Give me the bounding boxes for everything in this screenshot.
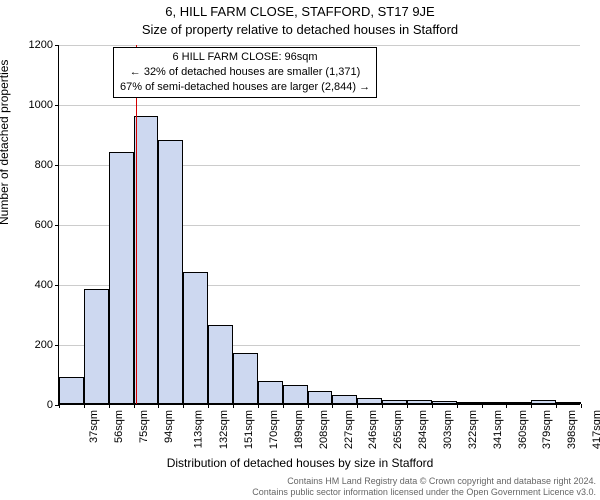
x-tick-label: 208sqm — [318, 410, 330, 449]
x-tick-mark — [482, 404, 483, 408]
y-tick-mark — [55, 165, 59, 166]
x-tick-label: 246sqm — [368, 410, 380, 449]
x-tick-label: 37sqm — [88, 410, 100, 443]
histogram-bar — [506, 402, 531, 404]
x-tick-mark — [233, 404, 234, 408]
y-tick-label: 600 — [19, 219, 59, 231]
x-tick-mark — [59, 404, 60, 408]
attribution-footer: Contains HM Land Registry data © Crown c… — [252, 476, 596, 498]
x-tick-label: 341sqm — [492, 410, 504, 449]
x-tick-label: 113sqm — [193, 410, 205, 448]
x-tick-label: 56sqm — [113, 410, 125, 443]
x-tick-label: 151sqm — [243, 410, 255, 449]
marker-line — [136, 45, 137, 404]
y-tick-label: 0 — [19, 399, 59, 411]
x-tick-label: 417sqm — [591, 410, 600, 449]
x-tick-mark — [506, 404, 507, 408]
histogram-bar — [432, 401, 457, 404]
x-tick-label: 379sqm — [542, 410, 554, 449]
x-tick-label: 360sqm — [517, 410, 529, 449]
y-axis-label: Number of detached properties — [0, 60, 11, 225]
info-line-2: ← 32% of detached houses are smaller (1,… — [120, 65, 370, 80]
x-tick-label: 189sqm — [293, 410, 305, 449]
y-tick-mark — [55, 225, 59, 226]
histogram-bar — [482, 402, 507, 404]
histogram-bar — [457, 402, 482, 404]
histogram-bar — [208, 325, 233, 405]
x-tick-mark — [556, 404, 557, 408]
y-tick-mark — [55, 345, 59, 346]
y-tick-label: 200 — [19, 339, 59, 351]
footer-line-2: Contains public sector information licen… — [252, 487, 596, 498]
info-box: 6 HILL FARM CLOSE: 96sqm ← 32% of detach… — [113, 47, 377, 98]
x-tick-label: 284sqm — [417, 410, 429, 449]
x-tick-mark — [134, 404, 135, 408]
histogram-bar — [407, 400, 432, 404]
histogram-bar — [357, 398, 382, 404]
x-tick-label: 398sqm — [566, 410, 578, 449]
plot-area: 6 HILL FARM CLOSE: 96sqm ← 32% of detach… — [58, 45, 580, 405]
x-tick-mark — [332, 404, 333, 408]
y-tick-mark — [55, 105, 59, 106]
histogram-bar — [134, 116, 159, 404]
x-tick-mark — [357, 404, 358, 408]
chart-subtitle: Size of property relative to detached ho… — [0, 22, 600, 37]
x-tick-mark — [581, 404, 582, 408]
histogram-bar — [531, 400, 556, 404]
chart-title: 6, HILL FARM CLOSE, STAFFORD, ST17 9JE — [0, 4, 600, 19]
x-tick-mark — [531, 404, 532, 408]
x-tick-label: 265sqm — [392, 410, 404, 449]
histogram-bar — [59, 377, 84, 404]
histogram-bar — [258, 381, 283, 404]
x-tick-label: 75sqm — [138, 410, 150, 443]
x-tick-label: 132sqm — [218, 410, 230, 449]
x-tick-mark — [308, 404, 309, 408]
info-line-3: 67% of semi-detached houses are larger (… — [120, 80, 370, 95]
y-tick-label: 1000 — [19, 99, 59, 111]
x-tick-mark — [109, 404, 110, 408]
histogram-bar — [158, 140, 183, 404]
x-tick-label: 303sqm — [442, 410, 454, 449]
y-tick-mark — [55, 45, 59, 46]
x-tick-label: 170sqm — [268, 410, 280, 449]
histogram-bar — [84, 289, 109, 405]
info-line-1: 6 HILL FARM CLOSE: 96sqm — [120, 50, 370, 65]
x-tick-mark — [432, 404, 433, 408]
x-tick-mark — [457, 404, 458, 408]
x-tick-mark — [258, 404, 259, 408]
x-tick-label: 322sqm — [467, 410, 479, 449]
histogram-bar — [233, 353, 258, 404]
chart-container: 6, HILL FARM CLOSE, STAFFORD, ST17 9JE S… — [0, 0, 600, 500]
y-tick-label: 1200 — [19, 39, 59, 51]
y-tick-label: 800 — [19, 159, 59, 171]
x-tick-label: 94sqm — [163, 410, 175, 443]
y-tick-mark — [55, 285, 59, 286]
x-tick-label: 227sqm — [343, 410, 355, 449]
x-tick-mark — [382, 404, 383, 408]
x-tick-mark — [208, 404, 209, 408]
histogram-bar — [382, 400, 407, 405]
x-tick-mark — [407, 404, 408, 408]
footer-line-1: Contains HM Land Registry data © Crown c… — [252, 476, 596, 487]
histogram-bar — [556, 402, 581, 404]
histogram-bar — [332, 395, 357, 404]
x-axis-label: Distribution of detached houses by size … — [0, 456, 600, 470]
histogram-bar — [308, 391, 333, 405]
histogram-bar — [109, 152, 134, 404]
x-tick-mark — [183, 404, 184, 408]
histogram-bar — [283, 385, 308, 404]
x-tick-mark — [158, 404, 159, 408]
histogram-bar — [183, 272, 208, 404]
x-tick-mark — [283, 404, 284, 408]
y-tick-label: 400 — [19, 279, 59, 291]
x-tick-mark — [84, 404, 85, 408]
